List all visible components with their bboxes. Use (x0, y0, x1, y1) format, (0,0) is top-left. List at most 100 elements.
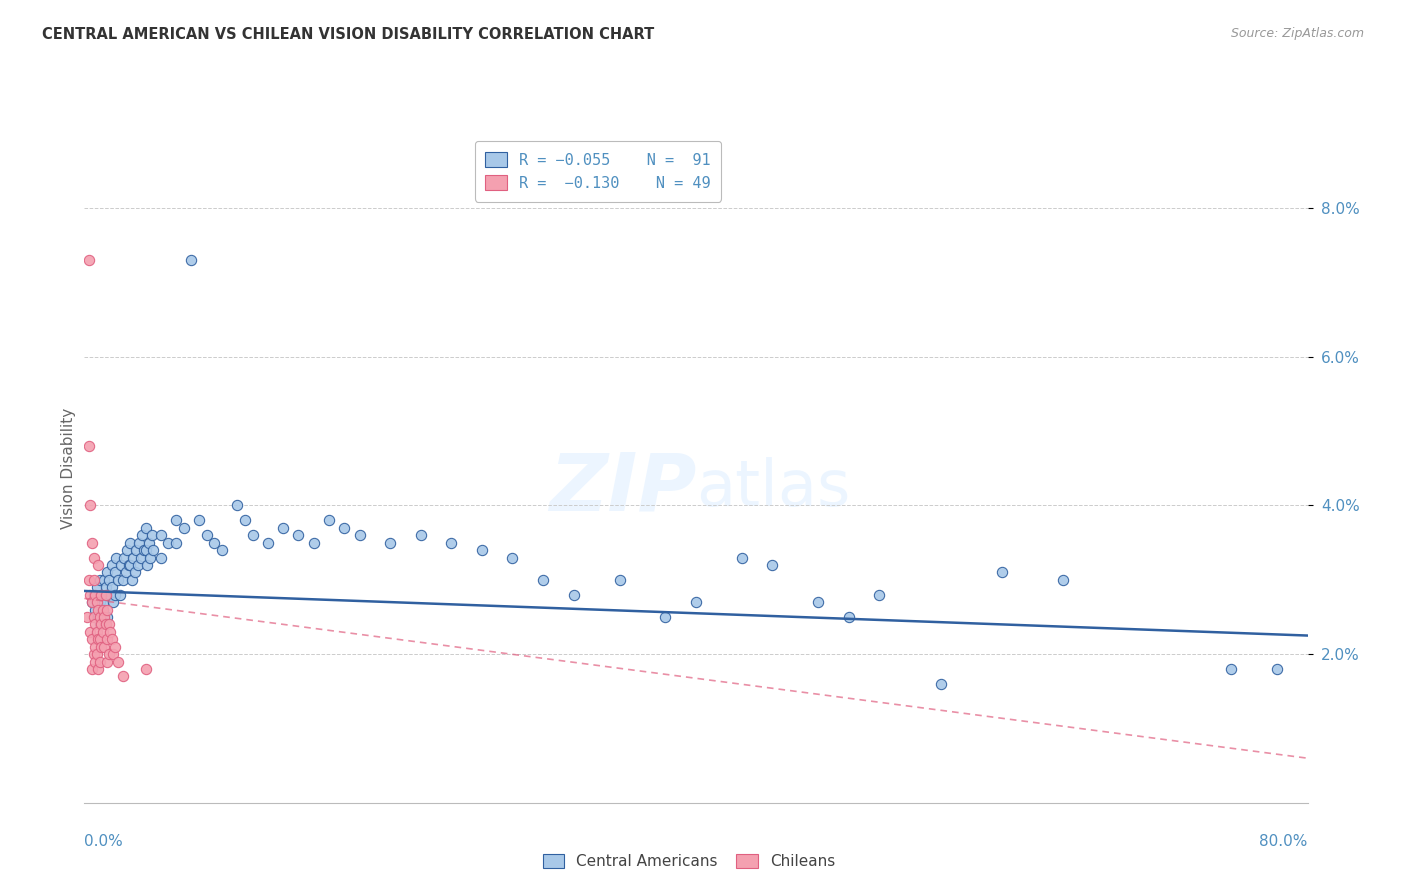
Point (105, 550, 128, 565)
Point (111, 669, 134, 683)
Point (107, 573, 129, 587)
Point (165, 513, 187, 527)
Point (80, 632, 103, 647)
Point (94, 617, 117, 632)
Point (132, 543, 155, 558)
Point (101, 632, 124, 647)
Point (89, 595, 111, 609)
Point (84, 640, 107, 654)
Point (107, 655, 129, 669)
Point (80, 535, 103, 549)
Point (128, 535, 150, 549)
Point (90, 640, 112, 654)
Point (302, 535, 325, 549)
Point (84, 617, 107, 632)
Point (807, 595, 830, 609)
Point (135, 662, 157, 676)
Point (121, 573, 143, 587)
Point (108, 588, 131, 602)
Point (93, 640, 115, 654)
Point (104, 566, 127, 580)
Point (135, 543, 157, 558)
Point (86, 580, 108, 594)
Point (83, 588, 105, 602)
Point (149, 550, 172, 565)
Point (333, 521, 356, 535)
Point (471, 543, 494, 558)
Point (440, 535, 463, 549)
Point (188, 513, 211, 527)
Point (84, 602, 107, 616)
Point (138, 535, 160, 549)
Point (77, 253, 100, 268)
Point (87, 610, 110, 624)
Point (112, 550, 135, 565)
Point (233, 513, 256, 527)
Point (103, 595, 125, 609)
Point (173, 521, 195, 535)
Point (79, 624, 101, 639)
Point (90, 588, 112, 602)
Point (77, 439, 100, 453)
Point (531, 573, 554, 587)
Point (149, 528, 172, 542)
Point (90, 588, 112, 602)
Text: Source: ZipAtlas.com: Source: ZipAtlas.com (1230, 27, 1364, 40)
Point (89, 573, 111, 587)
Legend: Central Americans, Chileans: Central Americans, Chileans (537, 847, 841, 875)
Text: ZIP: ZIP (548, 450, 696, 527)
Point (87, 632, 110, 647)
Point (142, 543, 165, 558)
Point (96, 655, 118, 669)
Point (94, 580, 117, 594)
Point (685, 595, 707, 609)
Point (502, 550, 524, 565)
Point (409, 528, 432, 542)
Point (79, 499, 101, 513)
Y-axis label: Vision Disability: Vision Disability (60, 408, 76, 529)
Point (86, 595, 108, 609)
Point (129, 550, 152, 565)
Point (84, 588, 107, 602)
Point (89, 610, 111, 624)
Point (111, 573, 134, 587)
Point (135, 521, 157, 535)
Point (101, 580, 124, 594)
Point (242, 528, 264, 542)
Point (125, 543, 148, 558)
Point (98, 624, 121, 639)
Point (929, 677, 952, 691)
Point (761, 558, 783, 572)
Point (104, 588, 127, 602)
Point (114, 566, 136, 580)
Point (91, 624, 114, 639)
Point (96, 610, 118, 624)
Point (1220, 662, 1243, 676)
Point (97, 573, 120, 587)
Point (83, 573, 105, 587)
Text: 80.0%: 80.0% (1260, 834, 1308, 849)
Point (80, 595, 103, 609)
Point (562, 588, 585, 602)
Point (122, 550, 145, 565)
Point (380, 535, 402, 549)
Point (165, 535, 187, 549)
Point (127, 558, 149, 572)
Point (654, 610, 676, 624)
Point (110, 558, 132, 572)
Point (93, 610, 115, 624)
Point (120, 535, 142, 549)
Point (83, 647, 105, 661)
Point (86, 647, 108, 661)
Point (869, 588, 891, 602)
Point (195, 528, 218, 542)
Point (97, 647, 120, 661)
Point (103, 647, 125, 661)
Text: CENTRAL AMERICAN VS CHILEAN VISION DISABILITY CORRELATION CHART: CENTRAL AMERICAN VS CHILEAN VISION DISAB… (42, 27, 654, 42)
Point (90, 617, 112, 632)
Point (838, 610, 860, 624)
Point (141, 528, 163, 542)
Point (226, 499, 249, 513)
Point (89, 617, 111, 632)
Point (96, 632, 118, 647)
